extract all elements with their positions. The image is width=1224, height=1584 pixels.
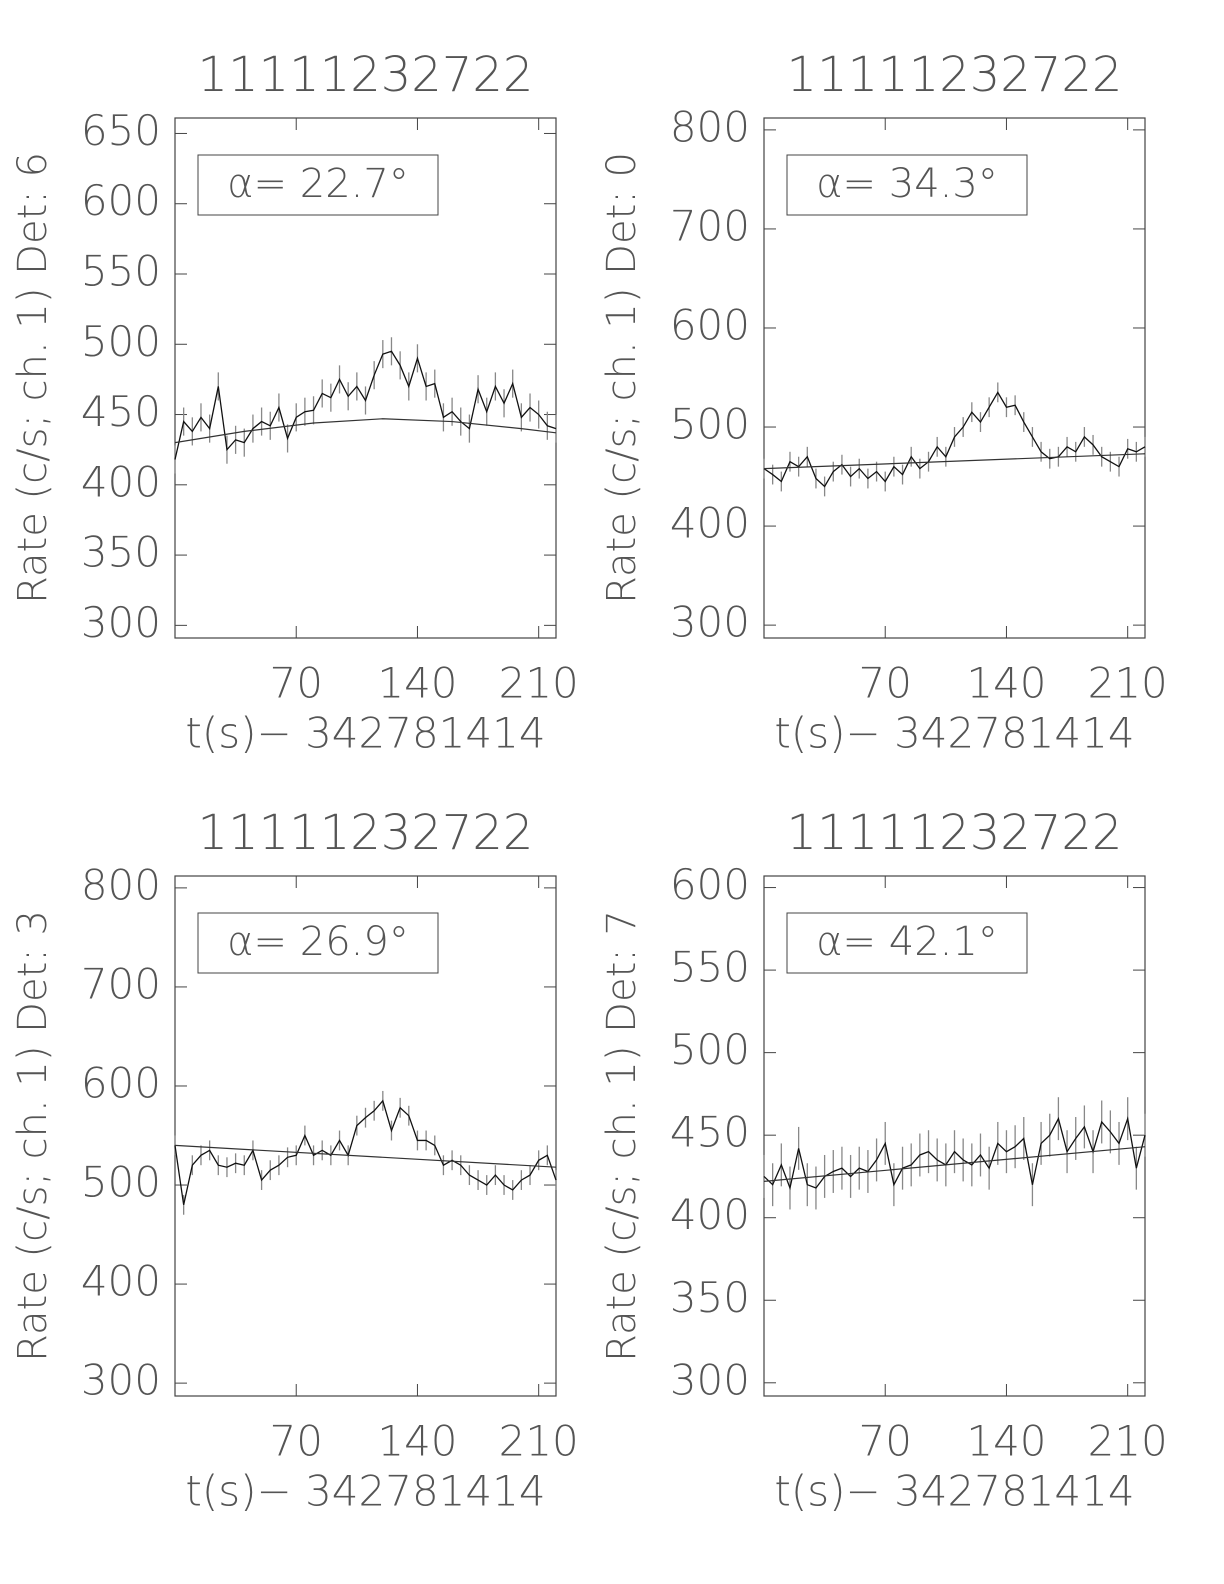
x-tick-label: 70 [859, 1417, 912, 1466]
y-tick-label: 300 [81, 1356, 161, 1405]
y-tick-label: 700 [670, 201, 750, 250]
y-axis-label: Rate (c/s; ch. 1) Det: 6 [10, 152, 56, 604]
panel: 11111232722 300 400 500 600 700 800 70 140 210t(s… [599, 47, 1168, 758]
y-axis-label: Rate (c/s; ch. 1) Det: 0 [599, 152, 645, 604]
y-tick-label: 350 [670, 1273, 750, 1322]
y-tick-label: 400 [81, 1257, 161, 1306]
x-tick-label: 70 [270, 1417, 323, 1466]
y-tick-label: 400 [81, 457, 161, 506]
y-tick-label: 500 [670, 1025, 750, 1074]
light-curve [174, 350, 557, 460]
y-tick-label: 450 [670, 1108, 750, 1157]
x-tick-label: 140 [966, 1417, 1046, 1466]
panel: 11111232722 300 400 500 600 700 800 70 140 210t(s… [10, 805, 579, 1516]
panel-title: 11111232722 [787, 805, 1123, 861]
plot-frame [174, 117, 557, 639]
y-tick-label: 500 [670, 400, 750, 449]
panel: 11111232722 300 350 400 450 500 550 600 650 70 140… [10, 47, 579, 758]
light-curve [763, 1116, 1146, 1191]
y-tick-label: 600 [81, 176, 161, 225]
annotation: α= 42.1° [816, 919, 998, 965]
x-axis-label: t(s)− 342781414 [185, 709, 545, 758]
annotation: α= 26.9° [227, 919, 409, 965]
annotation-box [197, 154, 439, 216]
x-tick-label: 70 [859, 659, 912, 708]
y-tick-label: 300 [670, 598, 750, 647]
x-tick-label: 140 [966, 659, 1046, 708]
y-tick-label: 500 [81, 1158, 161, 1207]
panel-title: 11111232722 [198, 47, 534, 103]
panel-title: 11111232722 [787, 47, 1123, 103]
fit-line [763, 1146, 1146, 1182]
x-tick-label: 210 [1088, 1417, 1168, 1466]
y-tick-label: 800 [670, 102, 750, 151]
y-tick-label: 500 [81, 317, 161, 366]
x-tick-label: 140 [377, 659, 457, 708]
annotation: α= 22.7° [227, 161, 409, 207]
x-tick-label: 210 [1088, 659, 1168, 708]
y-tick-label: 550 [670, 943, 750, 992]
panel: 11111232722 300 350 400 450 500 550 600 70 140 210… [599, 805, 1168, 1516]
x-axis-label: t(s)− 342781414 [774, 1467, 1134, 1516]
x-axis-label: t(s)− 342781414 [185, 1467, 545, 1516]
y-tick-label: 550 [81, 247, 161, 296]
y-axis-label: Rate (c/s; ch. 1) Det: 7 [599, 910, 645, 1362]
y-tick-label: 700 [81, 959, 161, 1008]
annotation-box [786, 154, 1028, 216]
y-tick-label: 300 [670, 1355, 750, 1404]
x-tick-label: 70 [270, 659, 323, 708]
x-tick-label: 210 [499, 1417, 579, 1466]
y-tick-label: 400 [670, 1190, 750, 1239]
y-tick-label: 350 [81, 528, 161, 577]
panel-title: 11111232722 [198, 805, 534, 861]
plot-frame [763, 117, 1146, 639]
y-tick-label: 650 [81, 106, 161, 155]
y-tick-label: 600 [81, 1058, 161, 1107]
y-tick-label: 400 [670, 499, 750, 548]
light-curve [174, 1099, 557, 1205]
x-axis-label: t(s)− 342781414 [774, 709, 1134, 758]
y-tick-label: 600 [670, 860, 750, 909]
annotation-box [197, 912, 439, 974]
y-axis-label: Rate (c/s; ch. 1) Det: 3 [10, 910, 56, 1362]
annotation-box [786, 912, 1028, 974]
x-tick-label: 140 [377, 1417, 457, 1466]
y-tick-label: 450 [81, 387, 161, 436]
fit-line [763, 453, 1146, 470]
x-tick-label: 210 [499, 659, 579, 708]
y-tick-label: 800 [81, 860, 161, 909]
y-tick-label: 300 [81, 598, 161, 647]
y-tick-label: 600 [670, 300, 750, 349]
annotation: α= 34.3° [816, 161, 998, 207]
fit-line [174, 418, 557, 444]
light-curve [763, 391, 1146, 488]
fit-line [174, 1144, 557, 1168]
